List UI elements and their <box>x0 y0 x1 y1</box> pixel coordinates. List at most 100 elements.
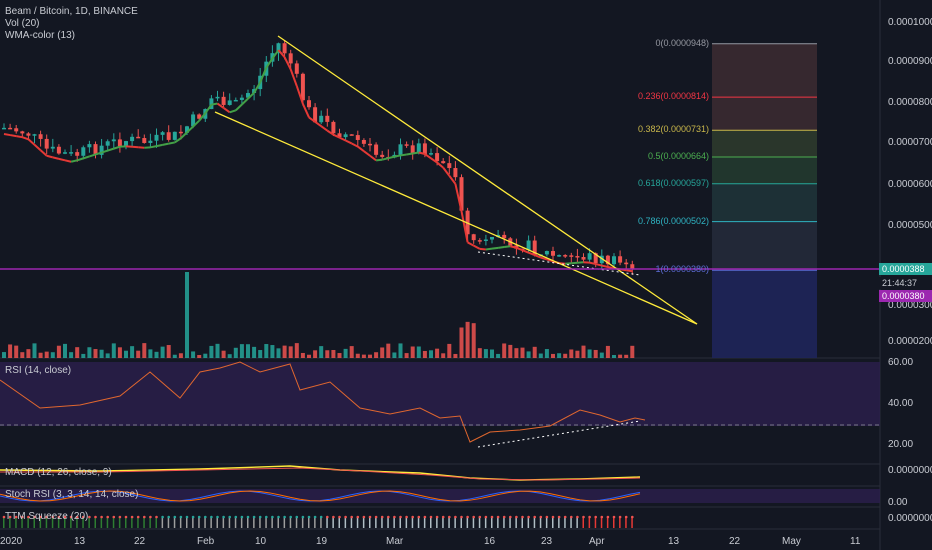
ttm-bar <box>381 517 383 528</box>
wma-segment <box>9 134 17 138</box>
wma-segment <box>186 125 194 134</box>
ttm-bar <box>45 517 48 528</box>
volume-bar <box>496 353 501 358</box>
ttm-dot <box>435 515 439 519</box>
volume-bar <box>538 353 543 358</box>
ttm-dot <box>33 515 36 519</box>
ttm-dot <box>563 515 567 519</box>
wma-segment <box>180 131 188 139</box>
ttm-bar <box>454 517 456 528</box>
ttm-bar <box>314 517 316 528</box>
wma-segment <box>58 157 66 162</box>
candle-body <box>398 144 403 155</box>
ttm-dot <box>533 515 536 519</box>
candle-body <box>605 255 610 265</box>
ttm-squeeze-title[interactable]: TTM Squeeze (20) <box>5 511 89 522</box>
rsi-divergence-line[interactable] <box>477 420 641 448</box>
rsi-tick: 60.00 <box>888 357 914 368</box>
dotted-support-line[interactable] <box>477 251 641 276</box>
candle-body <box>288 53 293 64</box>
wma-segment <box>39 149 48 157</box>
ttm-bar <box>539 517 542 528</box>
ttm-bar <box>362 517 365 528</box>
ttm-bar <box>393 517 395 528</box>
volume-bar <box>526 351 531 358</box>
ttm-bar <box>106 517 109 528</box>
ttm-bar <box>552 517 554 528</box>
wma-indicator-title[interactable]: WMA-color (13) <box>5 30 76 41</box>
wma-segment <box>3 133 11 137</box>
ttm-bar <box>594 517 597 528</box>
ttm-bar <box>570 517 572 528</box>
fib-zone-band <box>712 97 817 131</box>
volume-bar <box>160 346 165 358</box>
volume-bar <box>203 353 208 358</box>
volume-bar <box>605 345 610 358</box>
rsi-title[interactable]: RSI (14, close) <box>5 365 72 376</box>
fib-retracement[interactable] <box>712 43 817 358</box>
volume-bar <box>166 345 171 358</box>
wma-segment <box>601 264 609 268</box>
volume-bar <box>99 349 104 358</box>
ttm-dot <box>167 515 170 519</box>
candle-body <box>117 139 122 147</box>
volume-indicator-title[interactable]: Vol (20) <box>5 18 40 29</box>
ttm-dot <box>277 515 280 519</box>
wma-segment <box>460 211 469 243</box>
macd-title[interactable]: MACD (12, 26, close, 9) <box>5 467 112 478</box>
ttm-dot <box>319 515 323 519</box>
ttm-dot <box>612 515 616 519</box>
wma-segment <box>400 153 407 157</box>
volume-bar <box>319 346 324 358</box>
volume-bar <box>557 353 562 358</box>
volume-bar <box>599 352 604 358</box>
wma-segment <box>448 175 457 185</box>
candle-body <box>569 255 574 257</box>
stoch-rsi-title[interactable]: Stoch RSI (3, 3, 14, 14, close) <box>5 489 139 500</box>
stoch-band <box>0 489 880 503</box>
ttm-bar <box>277 517 279 528</box>
trendlines[interactable] <box>0 35 880 325</box>
volume-bar <box>117 347 122 358</box>
ttm-bar <box>234 517 237 528</box>
ttm-bar <box>491 517 493 528</box>
upper-trendline[interactable] <box>277 35 698 325</box>
ttm-bar <box>15 517 17 528</box>
wma-segment <box>271 49 280 60</box>
ttm-bar <box>51 517 54 528</box>
ttm-bar <box>259 517 261 528</box>
wma-segment <box>52 156 60 160</box>
candle-body <box>490 236 494 240</box>
last-price-badge: 0.0000388 <box>879 263 932 275</box>
wma-segment <box>107 147 115 152</box>
ttm-dot <box>405 515 408 519</box>
volume-bar <box>26 349 31 358</box>
wma-segment <box>156 143 163 148</box>
ttm-dot <box>106 515 109 519</box>
volume-bar <box>136 350 141 358</box>
ttm-dot <box>411 515 415 519</box>
time-tick: 22 <box>134 536 146 547</box>
ttm-bar <box>527 517 530 528</box>
ttm-bar <box>198 517 200 528</box>
ttm-dot <box>8 515 12 519</box>
wma-segment <box>223 107 231 114</box>
wma-segment <box>357 145 365 152</box>
candle-body <box>93 144 98 155</box>
wma-segment <box>64 159 72 163</box>
candle-body <box>221 96 226 105</box>
volume-bar <box>221 350 226 358</box>
volume-bar <box>124 350 128 358</box>
volume-bar <box>368 354 372 358</box>
ttm-bar <box>503 517 505 528</box>
lower-trendline[interactable] <box>214 111 698 325</box>
ttm-dot <box>380 515 384 519</box>
wma-segment <box>363 150 371 157</box>
fib-level-label: 1(0.0000380) <box>655 264 709 275</box>
candle-body <box>618 256 623 263</box>
volume-bar <box>416 346 421 358</box>
symbol-title[interactable]: Beam / Bitcoin, 1D, BINANCE <box>5 6 138 17</box>
price-tick: 0.0000900 <box>888 56 932 67</box>
wma-segment <box>406 152 413 156</box>
